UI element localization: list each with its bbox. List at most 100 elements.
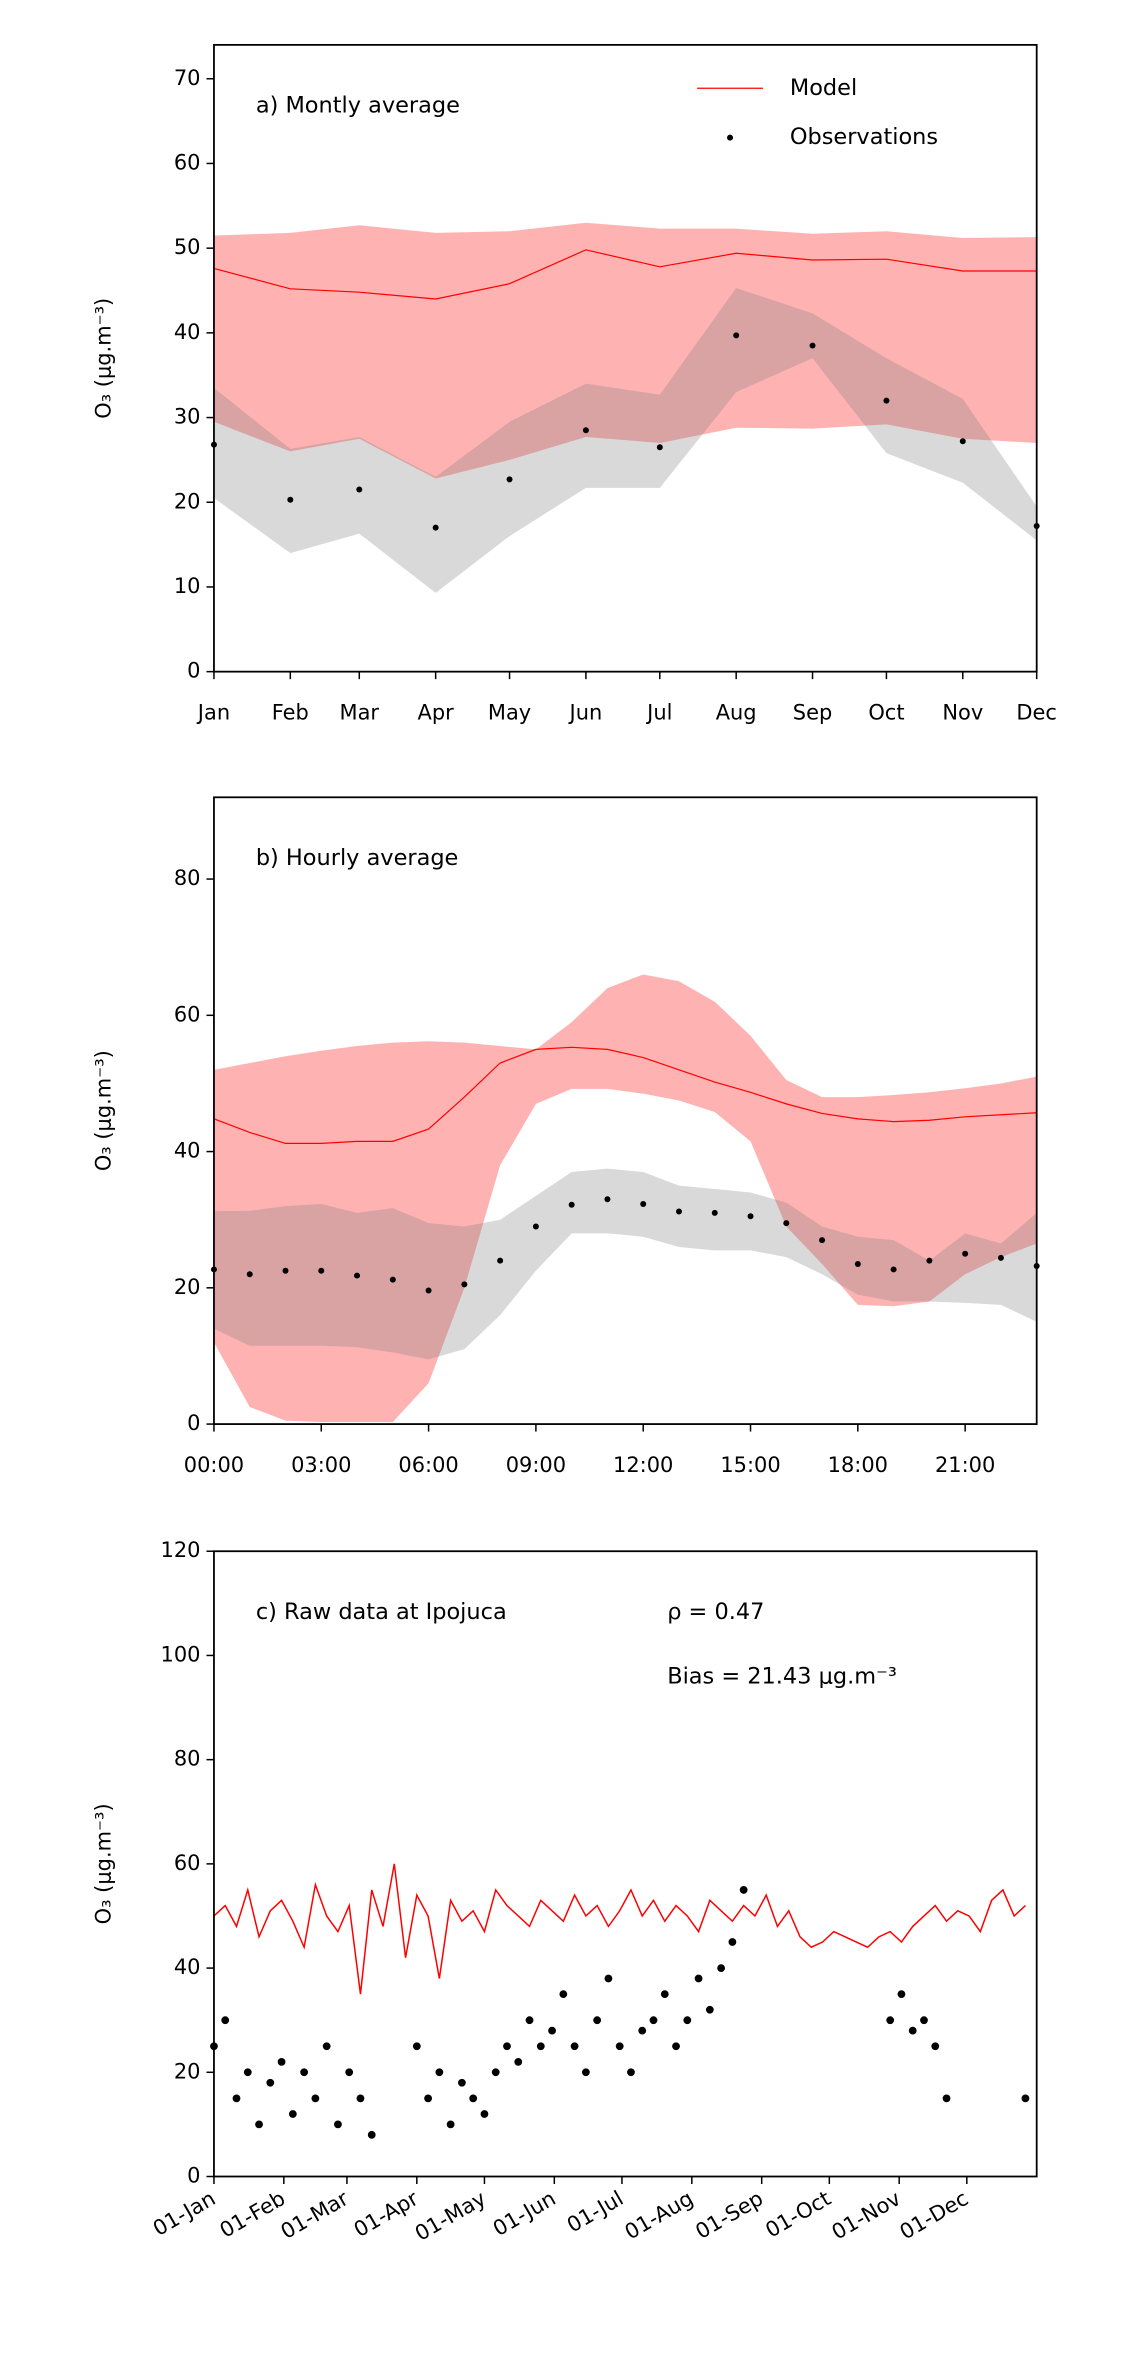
x-tick-label: 01-Oct (761, 2186, 834, 2242)
y-tick-label: 60 (174, 1851, 201, 1875)
observation-point (627, 2068, 635, 2077)
y-tick-label: 80 (174, 1747, 201, 1771)
observation-point (300, 2068, 309, 2077)
panel-annotation: b) Hourly average (256, 845, 459, 871)
observation-point (412, 2042, 421, 2051)
observation-point (536, 2042, 545, 2051)
observation-point (890, 1266, 897, 1273)
observation-point (446, 2120, 455, 2129)
model-line (213, 1046, 1037, 1144)
observation-point (717, 1964, 726, 1972)
x-tick-label: Aug (716, 701, 757, 725)
observation-point (311, 2094, 320, 2103)
observation-point (287, 496, 294, 503)
band (213, 287, 1037, 593)
observation-point (318, 1267, 325, 1274)
observation-point (503, 2042, 511, 2051)
observation-point (514, 2057, 523, 2066)
observation-point (480, 2110, 489, 2118)
x-tick-label: Oct (868, 701, 904, 725)
observation-point (942, 2094, 951, 2103)
observation-point (461, 1281, 468, 1288)
observation-point (604, 1974, 613, 1983)
y-tick-label: 20 (174, 2059, 201, 2083)
x-tick-label: Jan (196, 701, 230, 725)
observation-point (232, 2094, 241, 2103)
y-tick-label: 120 (161, 1538, 201, 1562)
observation-point (322, 2042, 331, 2051)
observation-point (532, 1223, 539, 1230)
y-tick-label: 80 (174, 866, 201, 890)
observation-point (525, 2016, 534, 2025)
y-tick-label: 40 (174, 1139, 201, 1163)
observation-point (435, 2068, 444, 2077)
observation-point (458, 2078, 466, 2087)
y-tick-label: 70 (174, 66, 201, 90)
x-tick-label: 03:00 (291, 1453, 351, 1477)
observation-point (345, 2068, 354, 2077)
model-line (213, 1863, 1026, 1995)
observation-point (243, 2068, 252, 2077)
y-tick-label: 100 (161, 1642, 201, 1666)
observation-point (656, 444, 663, 451)
observation-point (931, 2042, 940, 2051)
observation-point (886, 2016, 895, 2025)
y-axis-label: O₃ (μg.m⁻³) (92, 298, 116, 419)
observation-point (959, 438, 966, 445)
observation-point (356, 2094, 365, 2103)
legend-label: Model (790, 75, 857, 101)
observation-point (570, 2042, 579, 2051)
observation-point (920, 2016, 928, 2025)
observation-point (497, 1257, 504, 1264)
observation-point (638, 2026, 647, 2035)
y-tick-label: 30 (174, 405, 201, 429)
observation-point (277, 2057, 286, 2066)
y-tick-label: 0 (187, 1411, 200, 1435)
observation-point (582, 427, 589, 434)
observation-point (266, 2078, 275, 2087)
observation-point (819, 1237, 826, 1244)
observation-point (897, 1990, 906, 1999)
observation-point (962, 1250, 969, 1257)
x-tick-label: Nov (942, 701, 983, 725)
observation-point (926, 1257, 933, 1264)
y-tick-label: 40 (174, 320, 201, 344)
observation-point (997, 1254, 1004, 1261)
observation-point (854, 1260, 861, 1267)
y-axis-label: O₃ (μg.m⁻³) (92, 1050, 116, 1171)
observation-point (581, 2068, 590, 2077)
observation-point (559, 1990, 568, 1999)
observation-point (728, 1938, 737, 1946)
observation-point (255, 2120, 263, 2129)
x-tick-label: 21:00 (935, 1453, 995, 1477)
observation-point (246, 1271, 253, 1278)
observation-point (424, 2094, 432, 2103)
observation-point (282, 1267, 289, 1274)
observation-point (615, 2042, 624, 2051)
observation-point (334, 2120, 342, 2129)
observation-point (367, 2130, 376, 2139)
observation-point (425, 1287, 432, 1294)
observation-point (469, 2094, 478, 2103)
x-tick-label: 01-Apr (350, 2186, 423, 2242)
y-tick-label: 20 (174, 1275, 201, 1299)
x-tick-label: 01-Sep (691, 2186, 767, 2244)
y-tick-label: 60 (174, 1002, 201, 1026)
observation-point (705, 2005, 714, 2014)
panel-annotation: a) Montly average (256, 93, 460, 119)
stat-annotation: Bias = 21.43 μg.m⁻³ (667, 1663, 897, 1689)
x-tick-label: 01-May (411, 2186, 490, 2246)
observation-point (783, 1220, 790, 1227)
model-line (213, 249, 1037, 300)
y-tick-label: 10 (174, 574, 201, 598)
observation-point (733, 332, 740, 339)
band (213, 1168, 1037, 1360)
observation-point (432, 524, 439, 531)
observation-point (883, 397, 890, 404)
x-tick-label: Jul (645, 701, 672, 725)
observation-point (288, 2110, 297, 2118)
observation-point (1021, 2094, 1030, 2103)
plot-frame (213, 43, 1038, 673)
x-tick-label: 00:00 (184, 1453, 244, 1477)
